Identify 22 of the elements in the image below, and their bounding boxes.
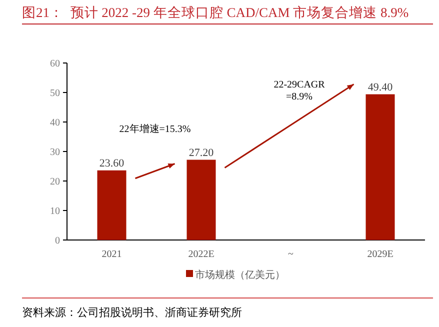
y-tick-label: 40	[50, 118, 60, 128]
chart-title: 图21： 预计 2022 -29 年全球口腔 CAD/CAM 市场复合增速 8.9%	[22, 5, 409, 20]
bar	[97, 170, 126, 240]
y-tick-label: 0	[55, 236, 60, 246]
y-tick-label: 10	[50, 206, 60, 217]
x-tick-label: ~	[288, 249, 294, 260]
annotation: 22-29CAGR =8.9%	[274, 79, 326, 102]
y-tick-label: 30	[50, 147, 60, 158]
bar	[366, 94, 395, 240]
text: 资料来源：公司招股说明书、浙商证券研究所	[22, 306, 242, 319]
x-tick-label: 2029E	[367, 249, 394, 260]
text: 27.20	[188, 146, 214, 159]
y-tick-label: 20	[50, 176, 60, 188]
bar	[186, 160, 216, 240]
y-tick-label: 60	[50, 58, 60, 70]
x-tick-label: 2021	[102, 249, 122, 260]
text: 23.60	[99, 157, 124, 170]
legend-label: 市场规模（亿美元）	[195, 269, 285, 281]
x-tick-label: 2022E	[188, 249, 214, 260]
text: 49.40	[368, 81, 393, 94]
y-tick-label: 50	[50, 88, 60, 99]
annotation: 22年增速=15.3%	[119, 122, 191, 135]
